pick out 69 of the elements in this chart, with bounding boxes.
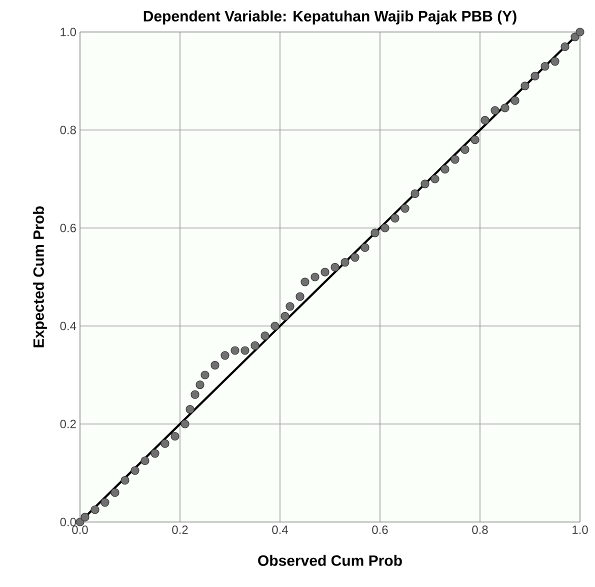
y-tick-label: 0.2 bbox=[60, 420, 76, 428]
point bbox=[210, 360, 220, 370]
x-tick-label: 1.0 bbox=[572, 526, 588, 534]
point bbox=[360, 243, 370, 252]
point bbox=[450, 155, 460, 164]
y-tick-label: 1.0 bbox=[60, 28, 76, 36]
point bbox=[370, 228, 380, 238]
y-tick-label: 0.4 bbox=[60, 322, 76, 330]
point bbox=[560, 42, 570, 51]
point bbox=[190, 390, 200, 399]
point bbox=[110, 488, 120, 497]
x-tick-label: 0.4 bbox=[272, 526, 288, 534]
x-tick-label: 0.2 bbox=[172, 526, 188, 534]
point bbox=[260, 332, 270, 340]
point bbox=[430, 174, 440, 184]
y-axis-title: Expected Cum Prob bbox=[32, 206, 47, 348]
x-tick-label: 0.0 bbox=[72, 526, 88, 534]
x-tick-label: 0.6 bbox=[372, 526, 388, 534]
point bbox=[280, 312, 290, 320]
point bbox=[90, 505, 100, 514]
point bbox=[270, 322, 280, 330]
point bbox=[320, 268, 330, 276]
point bbox=[240, 346, 250, 355]
y-tick-label: 0.8 bbox=[60, 126, 76, 134]
point bbox=[160, 439, 170, 448]
y-tick-label: 0.6 bbox=[60, 224, 76, 232]
point bbox=[500, 104, 510, 112]
point bbox=[100, 498, 110, 507]
point bbox=[350, 253, 360, 262]
point bbox=[570, 32, 580, 42]
point bbox=[200, 370, 210, 380]
point bbox=[186, 405, 194, 414]
point bbox=[140, 456, 150, 466]
point bbox=[400, 204, 410, 213]
point bbox=[470, 136, 480, 144]
point bbox=[250, 341, 260, 350]
point bbox=[230, 346, 240, 355]
point bbox=[300, 278, 310, 286]
point bbox=[410, 189, 420, 198]
point bbox=[440, 164, 450, 174]
point bbox=[120, 476, 130, 485]
x-axis-title: Observed Cum Prob bbox=[258, 554, 402, 566]
chart-title: Dependent Variable: Kepatuhan Wajib Pajak PBB (Y) bbox=[144, 10, 516, 24]
y-tick-label: 0.0 bbox=[60, 518, 76, 526]
point bbox=[420, 180, 430, 188]
point bbox=[550, 57, 560, 66]
point bbox=[510, 96, 520, 105]
point bbox=[150, 449, 160, 458]
point bbox=[170, 432, 180, 441]
point bbox=[220, 351, 230, 360]
x-tick-label: 0.8 bbox=[472, 526, 488, 534]
point bbox=[480, 116, 490, 124]
point bbox=[196, 380, 204, 390]
point bbox=[310, 272, 320, 282]
point bbox=[530, 72, 540, 80]
point bbox=[130, 466, 140, 475]
point bbox=[390, 214, 400, 222]
point bbox=[330, 262, 340, 272]
point bbox=[296, 292, 304, 301]
point bbox=[80, 512, 90, 522]
point bbox=[380, 224, 390, 232]
point bbox=[576, 28, 584, 36]
point bbox=[520, 82, 530, 90]
point bbox=[540, 62, 550, 71]
point bbox=[460, 145, 470, 154]
point bbox=[286, 302, 294, 311]
point bbox=[490, 106, 500, 115]
point bbox=[180, 420, 190, 428]
point bbox=[340, 258, 350, 267]
